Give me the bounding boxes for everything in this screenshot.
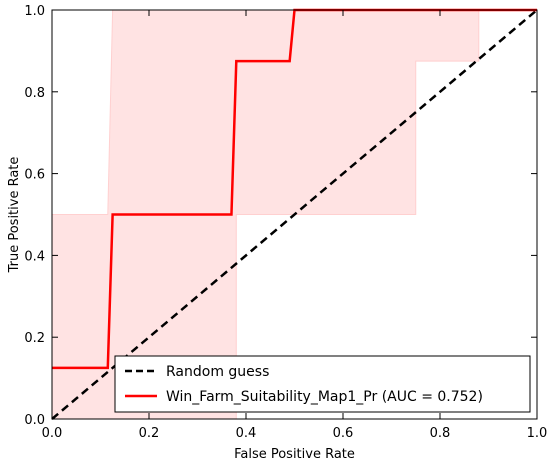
x-tick-label: 1.0	[527, 426, 548, 441]
x-tick-label: 0.4	[236, 426, 257, 441]
y-tick-label: 0.6	[24, 168, 45, 183]
y-tick-label: 0.4	[24, 249, 45, 264]
tick-layer: 0.0 0.2 0.4 0.6 0.8 1.0 0.0 0.2 0.4 0.6 0.8 1.0	[24, 4, 547, 441]
legend: Random guess Win_Farm_Suitability_Map1_P…	[114, 355, 531, 413]
y-tick-label: 0.8	[24, 86, 45, 101]
x-tick-label: 0.0	[42, 426, 63, 441]
y-tick-label: 0.2	[24, 331, 45, 346]
series-line-random-guess	[51, 9, 538, 420]
legend-label-roc-curve: Win_Farm_Suitability_Map1_Pr (AUC = 0.75…	[166, 389, 483, 405]
series-line-roc-curve	[52, 8, 537, 370]
plot-frame	[51, 9, 538, 420]
x-tick-label: 0.6	[333, 426, 354, 441]
x-tick-label: 0.8	[430, 426, 451, 441]
x-axis-title: False Positive Rate	[234, 447, 355, 462]
y-tick-label: 0.0	[24, 413, 45, 428]
y-axis-title: True Positive Rate	[7, 157, 22, 274]
y-tick-label: 1.0	[24, 4, 45, 19]
legend-label-random-guess: Random guess	[166, 364, 269, 380]
legend-box	[114, 355, 531, 413]
series-layer	[51, 8, 538, 420]
x-tick-label: 0.2	[139, 426, 160, 441]
